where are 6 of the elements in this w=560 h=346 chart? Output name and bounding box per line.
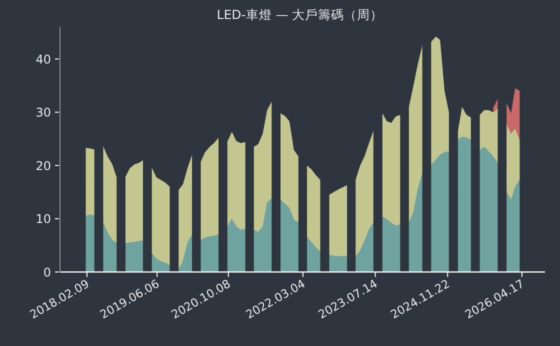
y-tick-label: 30 (36, 106, 51, 120)
y-tick-label: 10 (36, 212, 51, 226)
chart-title: LED-車燈 — 大戶籌碼（周） (216, 7, 384, 22)
y-tick-label: 0 (43, 266, 51, 280)
y-tick-label: 20 (36, 158, 51, 173)
y-tick-label: 40 (36, 52, 51, 66)
